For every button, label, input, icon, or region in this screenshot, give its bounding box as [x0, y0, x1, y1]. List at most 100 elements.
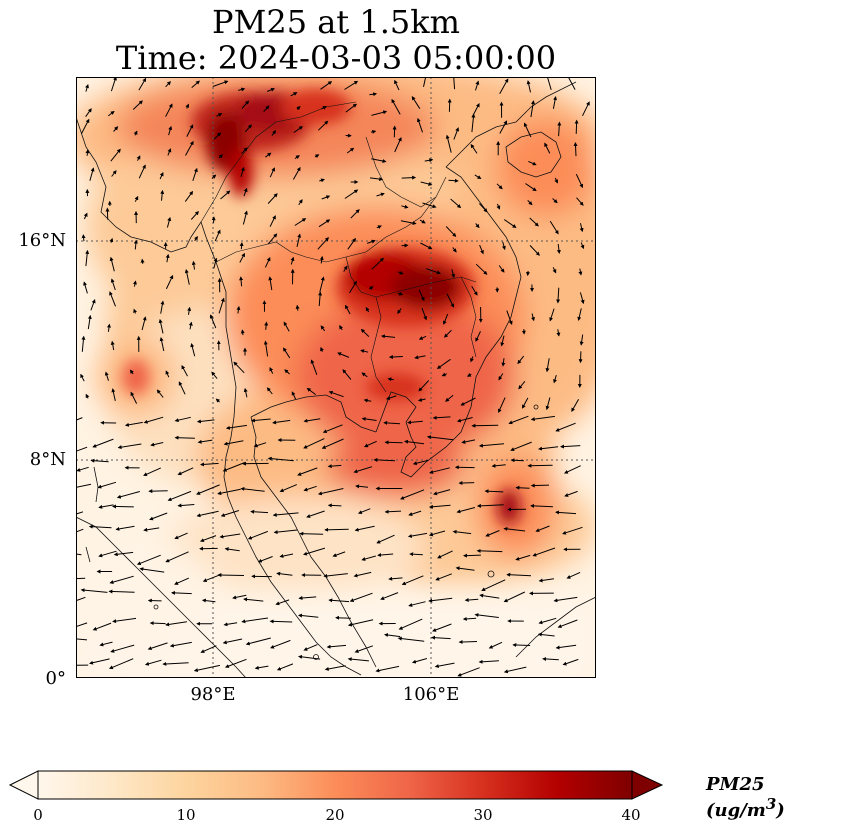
wind-arrow: [347, 657, 369, 662]
lat-tick-8n: 8°N: [29, 449, 66, 470]
wind-arrow: [428, 504, 451, 509]
wind-arrow: [115, 525, 135, 531]
wind-arrow: [319, 276, 325, 293]
wind-arrow: [496, 203, 501, 210]
wind-arrow: [373, 457, 396, 462]
wind-arrow: [527, 463, 553, 468]
lat-tick-16n: 16°N: [18, 230, 66, 251]
wind-arrow: [160, 189, 165, 201]
wind-arrow: [517, 355, 525, 365]
wind-arrow: [80, 588, 108, 593]
wind-arrow: [360, 349, 369, 354]
wind-arrow: [423, 77, 427, 88]
wind-arrow: [384, 440, 403, 445]
wind-arrow: [475, 80, 480, 91]
wind-arrow: [458, 480, 475, 485]
wind-arrow: [436, 358, 451, 369]
wind-arrow: [165, 274, 174, 290]
wind-arrow: [202, 574, 219, 582]
pm25-field: [76, 77, 596, 597]
wind-arrow: [361, 555, 376, 561]
wind-arrow: [76, 528, 84, 533]
wind-arrow: [470, 143, 478, 154]
wind-arrow: [380, 592, 399, 600]
wind-arrow: [414, 355, 426, 360]
wind-arrow: [264, 256, 271, 268]
wind-arrow: [481, 579, 506, 591]
wind-arrow: [110, 77, 117, 92]
wind-arrow: [240, 486, 265, 492]
wind-arrow: [538, 578, 554, 583]
wind-arrow: [241, 100, 250, 109]
wind-arrow: [147, 642, 168, 651]
wind-arrow: [177, 467, 194, 476]
wind-arrow: [371, 110, 388, 116]
wind-arrow: [243, 597, 264, 602]
colorbar-gradient: [37, 770, 633, 800]
wind-arrow: [544, 142, 551, 154]
wind-arrow: [575, 173, 584, 189]
wind-arrow: [224, 658, 247, 668]
wind-arrow: [345, 304, 351, 315]
wind-arrow: [275, 599, 290, 606]
wind-arrow: [130, 391, 138, 404]
wind-arrow: [476, 503, 504, 508]
wind-arrow: [269, 366, 274, 374]
wind-arrow: [496, 183, 503, 190]
wind-arrow: [303, 438, 325, 449]
wind-arrow: [276, 571, 293, 576]
wind-arrow: [400, 220, 417, 226]
wind-arrow: [298, 199, 303, 206]
wind-arrow: [376, 534, 395, 544]
wind-arrow: [109, 575, 134, 584]
wind-arrow: [310, 359, 318, 375]
wind-arrow: [243, 387, 248, 398]
wind-arrow: [174, 416, 191, 423]
wind-arrow: [580, 242, 585, 250]
colorbar-tick-30: 30: [473, 806, 493, 824]
wind-arrow: [457, 667, 480, 677]
wind-arrow: [144, 659, 162, 666]
wind-arrow: [250, 418, 271, 423]
wind-arrow: [564, 490, 578, 497]
wind-arrow: [555, 422, 576, 432]
wind-arrow: [471, 423, 499, 428]
wind-arrow: [169, 641, 192, 648]
wind-arrow: [531, 313, 535, 322]
wind-arrow: [365, 306, 370, 313]
wind-arrow: [503, 526, 526, 532]
wind-arrow: [269, 215, 276, 227]
wind-arrow: [318, 291, 323, 307]
wind-arrow: [361, 372, 368, 378]
wind-arrow: [213, 132, 222, 140]
wind-arrow: [298, 613, 319, 618]
wind-arrow: [506, 572, 532, 577]
wind-arrow: [184, 190, 194, 202]
wind-arrow: [85, 84, 89, 92]
wind-arrow: [478, 659, 499, 664]
wind-arrow: [160, 300, 165, 314]
wind-arrow: [515, 485, 530, 490]
wind-arrow: [97, 481, 117, 489]
wind-arrow: [290, 256, 295, 265]
wind-arrow: [428, 530, 446, 537]
colorbar-tick-10: 10: [176, 806, 196, 824]
wind-arrow: [158, 318, 164, 334]
wind-arrow: [110, 644, 135, 653]
wind-arrow: [218, 297, 225, 314]
wind-arrow: [431, 635, 451, 640]
wind-arrow: [197, 439, 213, 444]
wind-arrow: [499, 120, 508, 134]
wind-arrow: [461, 439, 476, 444]
wind-arrow: [299, 531, 324, 536]
wind-arrow: [407, 532, 428, 538]
wind-arrow: [552, 267, 557, 274]
wind-arrow: [535, 525, 550, 532]
wind-arrow: [385, 395, 397, 400]
lon-tick-98e: 98°E: [190, 684, 236, 705]
pm25-map: [76, 77, 596, 678]
wind-arrow: [303, 644, 318, 651]
wind-arrow: [212, 80, 229, 87]
wind-arrow: [579, 223, 584, 233]
wind-arrow: [557, 121, 562, 137]
